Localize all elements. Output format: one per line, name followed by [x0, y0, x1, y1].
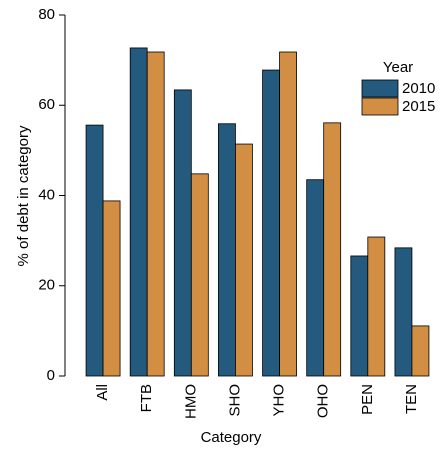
- y-tick-label: 60: [38, 96, 55, 113]
- bar: [235, 143, 253, 377]
- bar: [411, 325, 430, 377]
- bar: [262, 69, 280, 377]
- x-tick-label: All: [94, 384, 111, 401]
- x-tick-label: PEN: [359, 384, 376, 415]
- bar: [350, 255, 369, 377]
- x-tick-label: HMO: [182, 384, 199, 419]
- x-tick-label: FTB: [138, 384, 155, 412]
- x-tick-label: SHO: [226, 384, 243, 417]
- x-tick-label: TEN: [403, 384, 420, 414]
- legend-swatch: [361, 97, 399, 116]
- x-tick-label: YHO: [271, 384, 288, 417]
- legend-swatch: [361, 79, 399, 98]
- bar: [218, 123, 236, 377]
- bar: [173, 89, 192, 377]
- y-axis-label: % of debt in category: [15, 125, 32, 266]
- x-tick-label: OHO: [315, 384, 332, 418]
- bar: [367, 236, 386, 377]
- legend-title: Year: [383, 59, 413, 76]
- y-tick-label: 40: [38, 186, 55, 203]
- bar: [85, 124, 104, 377]
- bar: [129, 47, 148, 377]
- legend-label: 2010: [402, 80, 435, 97]
- bar: [323, 122, 342, 377]
- bar: [190, 173, 209, 377]
- x-axis-label: Category: [201, 429, 262, 446]
- bar: [279, 51, 297, 377]
- bar: [306, 179, 325, 377]
- legend-label: 2015: [402, 98, 435, 115]
- bar: [394, 247, 413, 377]
- bar: [102, 200, 121, 377]
- y-tick-label: 80: [38, 6, 55, 23]
- y-tick-label: 20: [38, 277, 55, 294]
- bar: [146, 51, 165, 377]
- y-tick-label: 0: [47, 367, 55, 384]
